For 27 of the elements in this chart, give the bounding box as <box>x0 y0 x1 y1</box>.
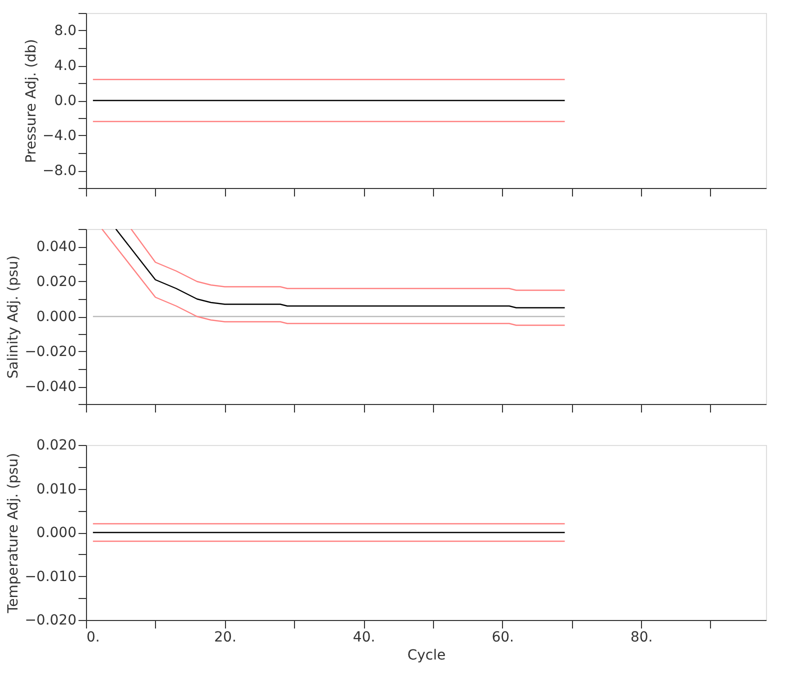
y-axis-title: Salinity Adj. (psu) <box>6 255 22 379</box>
line-series <box>130 229 566 291</box>
x-tick-label: 40. <box>352 630 376 646</box>
y-tick-label: 4.0 <box>54 58 76 74</box>
y-tick-label: 0.010 <box>36 481 76 498</box>
y-tick-label: −0.040 <box>24 379 76 395</box>
line-series <box>101 229 566 326</box>
y-tick-label: −0.010 <box>24 568 76 585</box>
y-tick-label: 0.040 <box>36 239 76 255</box>
x-axis-title: Cycle <box>407 648 446 664</box>
y-tick-label: 0.000 <box>36 525 76 541</box>
y-tick-label: 8.0 <box>54 23 76 39</box>
y-tick-label: −0.020 <box>24 344 76 360</box>
y-tick-label: 0.000 <box>36 309 76 325</box>
y-tick-label: 0.020 <box>36 274 76 290</box>
x-tick-label: 0. <box>86 630 100 646</box>
x-tick-label: 20. <box>214 630 236 646</box>
y-tick-label: −4.0 <box>42 128 76 144</box>
y-tick-label: −0.020 <box>24 612 76 628</box>
line-series <box>115 229 566 308</box>
y-tick-label: 0.0 <box>54 93 76 109</box>
y-tick-label: −8.0 <box>42 163 76 179</box>
y-tick-label: 0.020 <box>36 438 76 454</box>
y-axis-title: Pressure Adj. (db) <box>24 39 40 163</box>
x-tick-label: 80. <box>630 630 653 646</box>
y-axis-title: Temperature Adj. (psu) <box>6 452 22 614</box>
x-tick-label: 60. <box>492 630 514 646</box>
